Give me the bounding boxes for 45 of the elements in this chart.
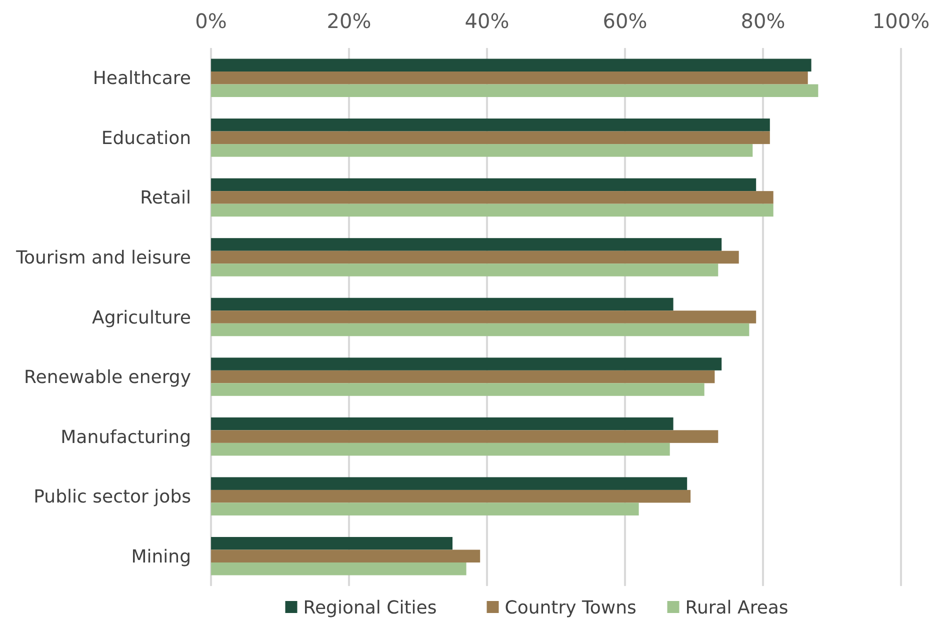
bar bbox=[211, 502, 639, 516]
bar bbox=[211, 264, 718, 276]
bar bbox=[211, 191, 774, 204]
x-tick-label: 0% bbox=[195, 9, 227, 33]
x-tick-label: 80% bbox=[740, 9, 786, 33]
bar bbox=[211, 178, 756, 192]
x-tick-label: 20% bbox=[326, 9, 372, 33]
legend-label: Rural Areas bbox=[685, 597, 788, 618]
bar bbox=[211, 490, 691, 503]
bar bbox=[211, 238, 722, 251]
y-tick-label: Agriculture bbox=[92, 307, 191, 328]
bar bbox=[211, 430, 718, 443]
bar bbox=[211, 118, 770, 132]
y-tick-label: Healthcare bbox=[92, 68, 191, 90]
bar bbox=[211, 204, 774, 217]
bar bbox=[211, 310, 756, 324]
bar bbox=[211, 536, 452, 550]
x-tick-label: 60% bbox=[602, 9, 648, 33]
bar bbox=[211, 250, 739, 264]
bar bbox=[211, 144, 753, 157]
bar bbox=[211, 84, 818, 98]
legend-label: Regional Cities bbox=[303, 597, 437, 618]
y-tick-label: Education bbox=[101, 128, 191, 149]
bar bbox=[211, 323, 750, 336]
bar bbox=[211, 298, 674, 311]
y-tick-label: Mining bbox=[131, 546, 191, 568]
bar bbox=[211, 358, 722, 370]
bar bbox=[211, 383, 704, 396]
bar bbox=[211, 58, 812, 72]
x-tick-label: 40% bbox=[464, 9, 510, 33]
y-tick-label: Retail bbox=[140, 188, 191, 209]
bar bbox=[211, 550, 480, 562]
bar bbox=[211, 477, 688, 490]
bar bbox=[211, 72, 808, 84]
bar bbox=[211, 131, 770, 144]
y-tick-label: Renewable energy bbox=[24, 367, 192, 388]
y-tick-label: Manufacturing bbox=[60, 426, 191, 448]
bar bbox=[211, 442, 670, 456]
y-tick-label: Public sector jobs bbox=[34, 486, 191, 508]
bar bbox=[211, 417, 674, 430]
bar bbox=[211, 370, 715, 384]
bar bbox=[211, 562, 466, 576]
y-tick-label: Tourism and leisure bbox=[15, 248, 191, 269]
legend-label: Country Towns bbox=[504, 597, 636, 618]
x-tick-label: 100% bbox=[872, 9, 930, 33]
